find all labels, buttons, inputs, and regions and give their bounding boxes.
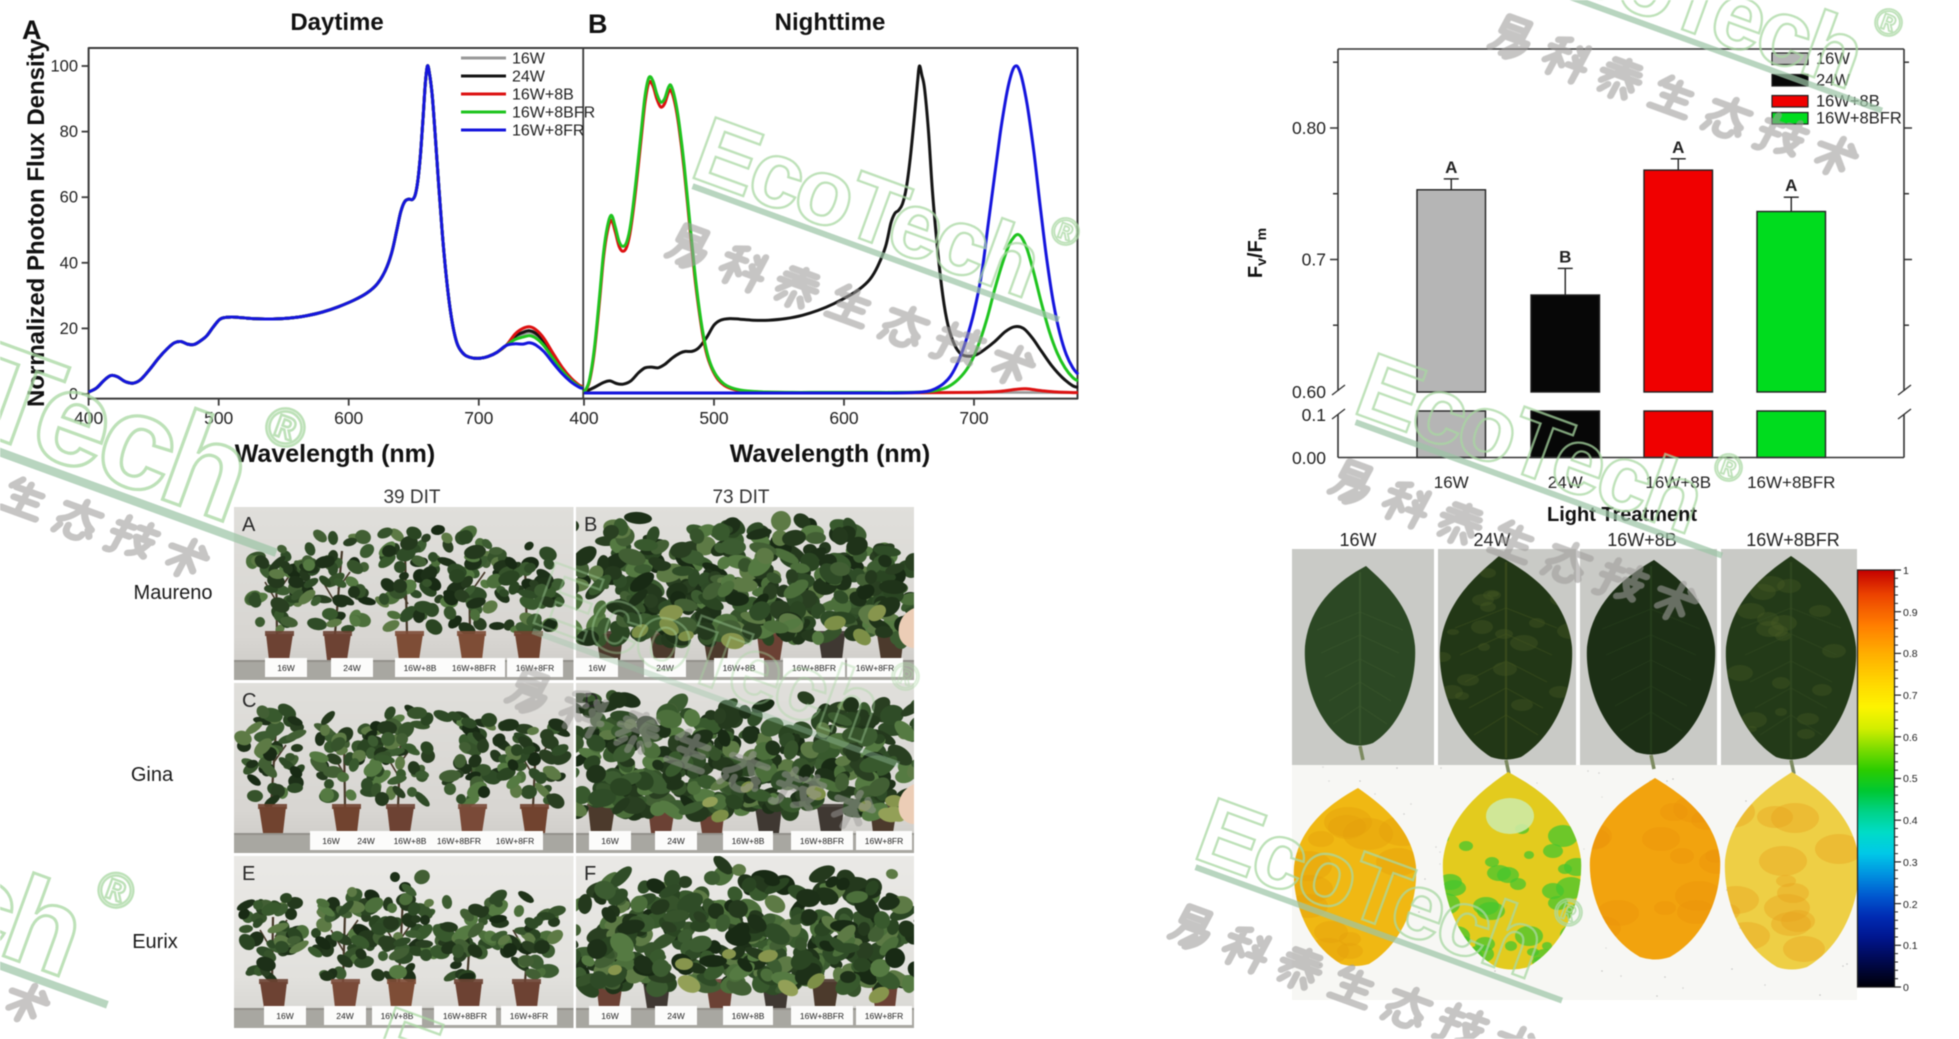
svg-text:16W+8B: 16W+8B (732, 1011, 765, 1021)
svg-text:80: 80 (60, 123, 78, 141)
svg-text:0: 0 (1903, 982, 1909, 994)
svg-text:16W+8FR: 16W+8FR (865, 1011, 904, 1021)
svg-text:16W+8B: 16W+8B (394, 836, 427, 846)
svg-text:16W+8BFR: 16W+8BFR (452, 663, 496, 673)
svg-text:16W: 16W (277, 663, 294, 673)
svg-text:0.60: 0.60 (1292, 382, 1326, 402)
svg-text:16W+8FR: 16W+8FR (516, 663, 555, 673)
svg-text:Maureno: Maureno (134, 582, 213, 604)
svg-text:0.9: 0.9 (1903, 607, 1918, 619)
svg-text:24W: 24W (667, 1011, 684, 1021)
svg-text:700: 700 (464, 408, 493, 428)
svg-text:24W: 24W (667, 836, 684, 846)
svg-text:0.1: 0.1 (1302, 405, 1326, 425)
svg-text:0.2: 0.2 (1903, 899, 1918, 911)
svg-text:0.7: 0.7 (1903, 690, 1918, 702)
svg-text:0.5: 0.5 (1903, 773, 1918, 785)
svg-text:16W+8FR: 16W+8FR (865, 836, 904, 846)
svg-text:16W+8B: 16W+8B (404, 663, 437, 673)
svg-text:A: A (242, 514, 256, 536)
svg-text:Fv/Fm: Fv/Fm (1245, 228, 1269, 278)
svg-text:B: B (584, 514, 597, 536)
svg-text:A: A (22, 15, 42, 45)
svg-text:16W+8BFR: 16W+8BFR (437, 836, 481, 846)
svg-text:F: F (584, 863, 596, 885)
svg-text:16W: 16W (601, 1011, 618, 1021)
svg-text:A: A (1672, 138, 1684, 157)
svg-text:16W: 16W (322, 836, 339, 846)
svg-text:40: 40 (60, 254, 78, 272)
svg-text:600: 600 (334, 408, 363, 428)
svg-text:24W: 24W (336, 1011, 353, 1021)
svg-text:60: 60 (60, 189, 78, 207)
svg-text:16W+8FR: 16W+8FR (510, 1011, 549, 1021)
svg-text:24W: 24W (357, 836, 374, 846)
svg-text:B: B (588, 9, 608, 39)
svg-text:A: A (1785, 176, 1797, 195)
svg-text:1: 1 (1903, 565, 1909, 577)
svg-text:0.80: 0.80 (1292, 118, 1326, 138)
svg-text:16W: 16W (1339, 530, 1376, 550)
svg-text:0.4: 0.4 (1903, 815, 1918, 827)
svg-text:16W+8BFR: 16W+8BFR (1747, 473, 1835, 492)
svg-text:400: 400 (569, 408, 598, 428)
svg-text:16W+8BFR: 16W+8BFR (512, 105, 595, 122)
svg-text:500: 500 (699, 408, 728, 428)
svg-text:16W+8B: 16W+8B (732, 836, 765, 846)
svg-text:Nighttime: Nighttime (775, 9, 886, 36)
svg-text:73 DIT: 73 DIT (712, 487, 769, 508)
svg-text:0.6: 0.6 (1903, 732, 1918, 744)
svg-text:0.8: 0.8 (1903, 648, 1918, 660)
svg-text:A: A (1445, 158, 1457, 177)
svg-text:Gina: Gina (131, 764, 174, 786)
svg-text:Wavelength (nm): Wavelength (nm) (730, 440, 930, 468)
svg-text:16W+8BFR: 16W+8BFR (800, 1011, 844, 1021)
svg-text:16W+8FR: 16W+8FR (496, 836, 535, 846)
svg-text:Eurix: Eurix (132, 931, 178, 953)
svg-text:600: 600 (829, 408, 858, 428)
svg-text:100: 100 (50, 58, 78, 76)
svg-text:16W+8BFR: 16W+8BFR (800, 836, 844, 846)
svg-text:Daytime: Daytime (290, 9, 383, 36)
svg-text:16W: 16W (1434, 473, 1469, 492)
svg-text:16W+8FR: 16W+8FR (512, 123, 584, 140)
svg-text:0.1: 0.1 (1903, 940, 1918, 952)
svg-text:16W: 16W (512, 51, 546, 68)
svg-text:0.3: 0.3 (1903, 857, 1918, 869)
svg-text:0.00: 0.00 (1292, 448, 1326, 468)
svg-text:0.7: 0.7 (1302, 250, 1326, 270)
svg-text:B: B (1559, 247, 1571, 266)
svg-text:16W+8B: 16W+8B (512, 87, 574, 104)
svg-text:24W: 24W (512, 69, 546, 86)
svg-text:E: E (242, 863, 255, 885)
svg-text:24W: 24W (343, 663, 360, 673)
svg-text:16W: 16W (588, 663, 605, 673)
svg-text:16W: 16W (601, 836, 618, 846)
svg-text:20: 20 (60, 320, 78, 338)
svg-text:39 DIT: 39 DIT (383, 487, 440, 508)
svg-text:16W+8BFR: 16W+8BFR (1746, 530, 1840, 550)
svg-text:24W: 24W (1473, 530, 1510, 550)
svg-text:16W+8BFR: 16W+8BFR (1816, 110, 1902, 128)
svg-text:16W: 16W (276, 1011, 293, 1021)
svg-text:C: C (242, 690, 256, 712)
svg-text:700: 700 (959, 408, 988, 428)
